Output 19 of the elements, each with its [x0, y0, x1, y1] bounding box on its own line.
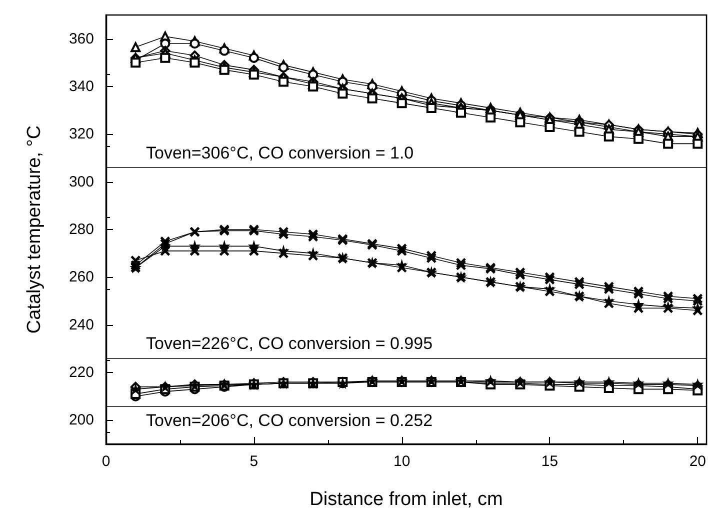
y-tick-label: 200: [68, 412, 94, 429]
y-tick-label: 320: [68, 126, 94, 143]
y-axis-title: Catalyst temperature, °C: [24, 125, 45, 334]
x-tick-label: 15: [541, 453, 558, 470]
y-tick-label: 240: [68, 316, 94, 334]
y-tick-label: 360: [68, 30, 94, 48]
y-tick-label: 300: [68, 173, 94, 190]
ref-line-label: Toven=226°C, CO conversion = 0.995: [146, 334, 433, 354]
x-tick-label: 20: [689, 453, 706, 470]
ref-line-label: Toven=306°C, CO conversion = 1.0: [146, 144, 414, 163]
x-tick-label: 10: [393, 453, 410, 470]
x-tick-label: 0: [102, 453, 110, 470]
x-axis-title: Distance from inlet, cm: [310, 489, 503, 510]
y-tick-label: 260: [68, 268, 94, 286]
y-tick-label: 280: [68, 221, 94, 238]
ref-line-label: Toven=206°C, CO conversion = 0.252: [146, 410, 433, 430]
x-tick-label: 5: [250, 453, 258, 470]
y-tick-label: 220: [68, 364, 94, 381]
y-tick-label: 340: [68, 78, 94, 95]
